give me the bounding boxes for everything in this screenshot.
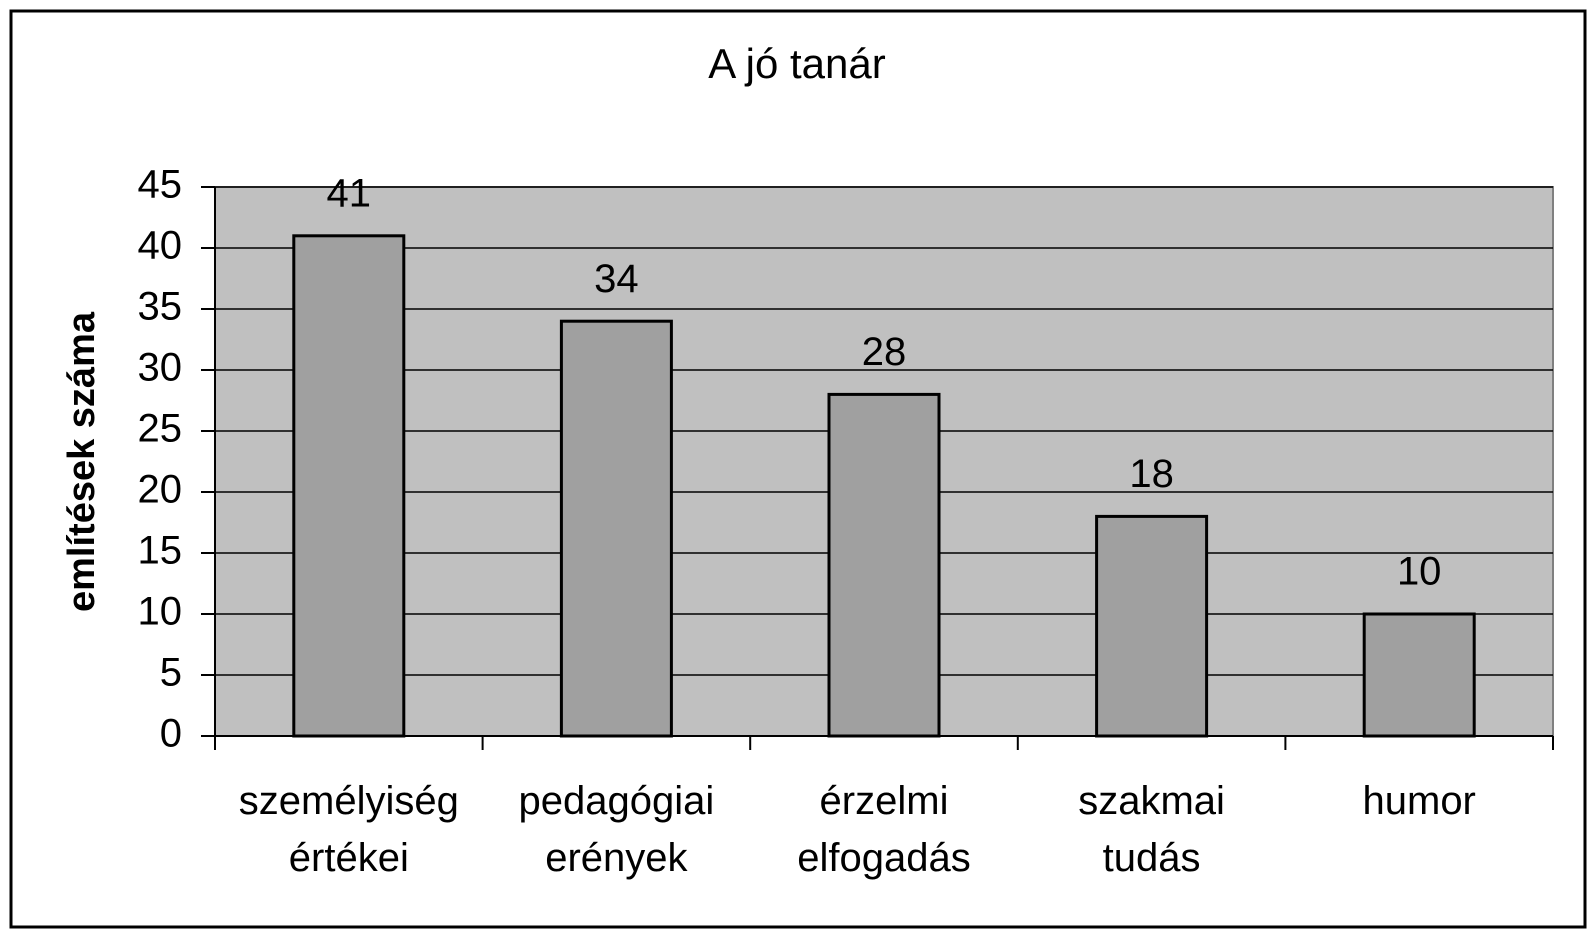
data-label: 10 (1397, 550, 1442, 594)
x-tick-label-line: érzelmi (820, 779, 949, 823)
y-axis-label: említések száma (61, 311, 103, 612)
x-tick-label: személyiség értékei (239, 779, 459, 880)
y-tick-label: 20 (138, 468, 183, 512)
y-tick-label: 45 (138, 163, 183, 207)
x-tick-label-line: erények (545, 836, 688, 880)
x-tick-label: szakmai tudás (1078, 779, 1225, 880)
bar (559, 319, 673, 738)
x-tick-label: pedagógiai erények (519, 779, 715, 880)
y-tick-label: 10 (138, 590, 183, 634)
y-tick-label: 35 (138, 285, 183, 329)
x-tick-label-line: szakmai (1078, 779, 1225, 823)
bar (1095, 514, 1209, 738)
bar (827, 392, 941, 738)
x-tick-label-line: elfogadás (797, 836, 970, 880)
chart-title: A jó tanár (708, 40, 885, 87)
y-tick-label: 30 (138, 346, 183, 390)
x-tick-label-line: értékei (289, 836, 409, 880)
data-label: 34 (594, 257, 639, 301)
data-label: 18 (1129, 452, 1174, 496)
x-tick-label-line: pedagógiai (519, 779, 715, 823)
x-tick-label: érzelmi elfogadás (797, 779, 970, 880)
x-tick-label: humor (1363, 779, 1476, 823)
data-label: 28 (862, 330, 907, 374)
y-tick-label: 40 (138, 224, 183, 268)
x-tick-label-line: személyiség (239, 779, 459, 823)
y-tick-label: 5 (160, 651, 182, 695)
bar (292, 234, 406, 738)
y-tick-label: 15 (138, 529, 183, 573)
bar (1362, 612, 1476, 738)
data-label: 41 (327, 171, 372, 215)
x-tick-label-line: tudás (1103, 836, 1201, 880)
x-tick-label-line: humor (1363, 779, 1476, 823)
y-tick-label: 25 (138, 407, 183, 451)
y-tick-label: 0 (160, 712, 182, 756)
